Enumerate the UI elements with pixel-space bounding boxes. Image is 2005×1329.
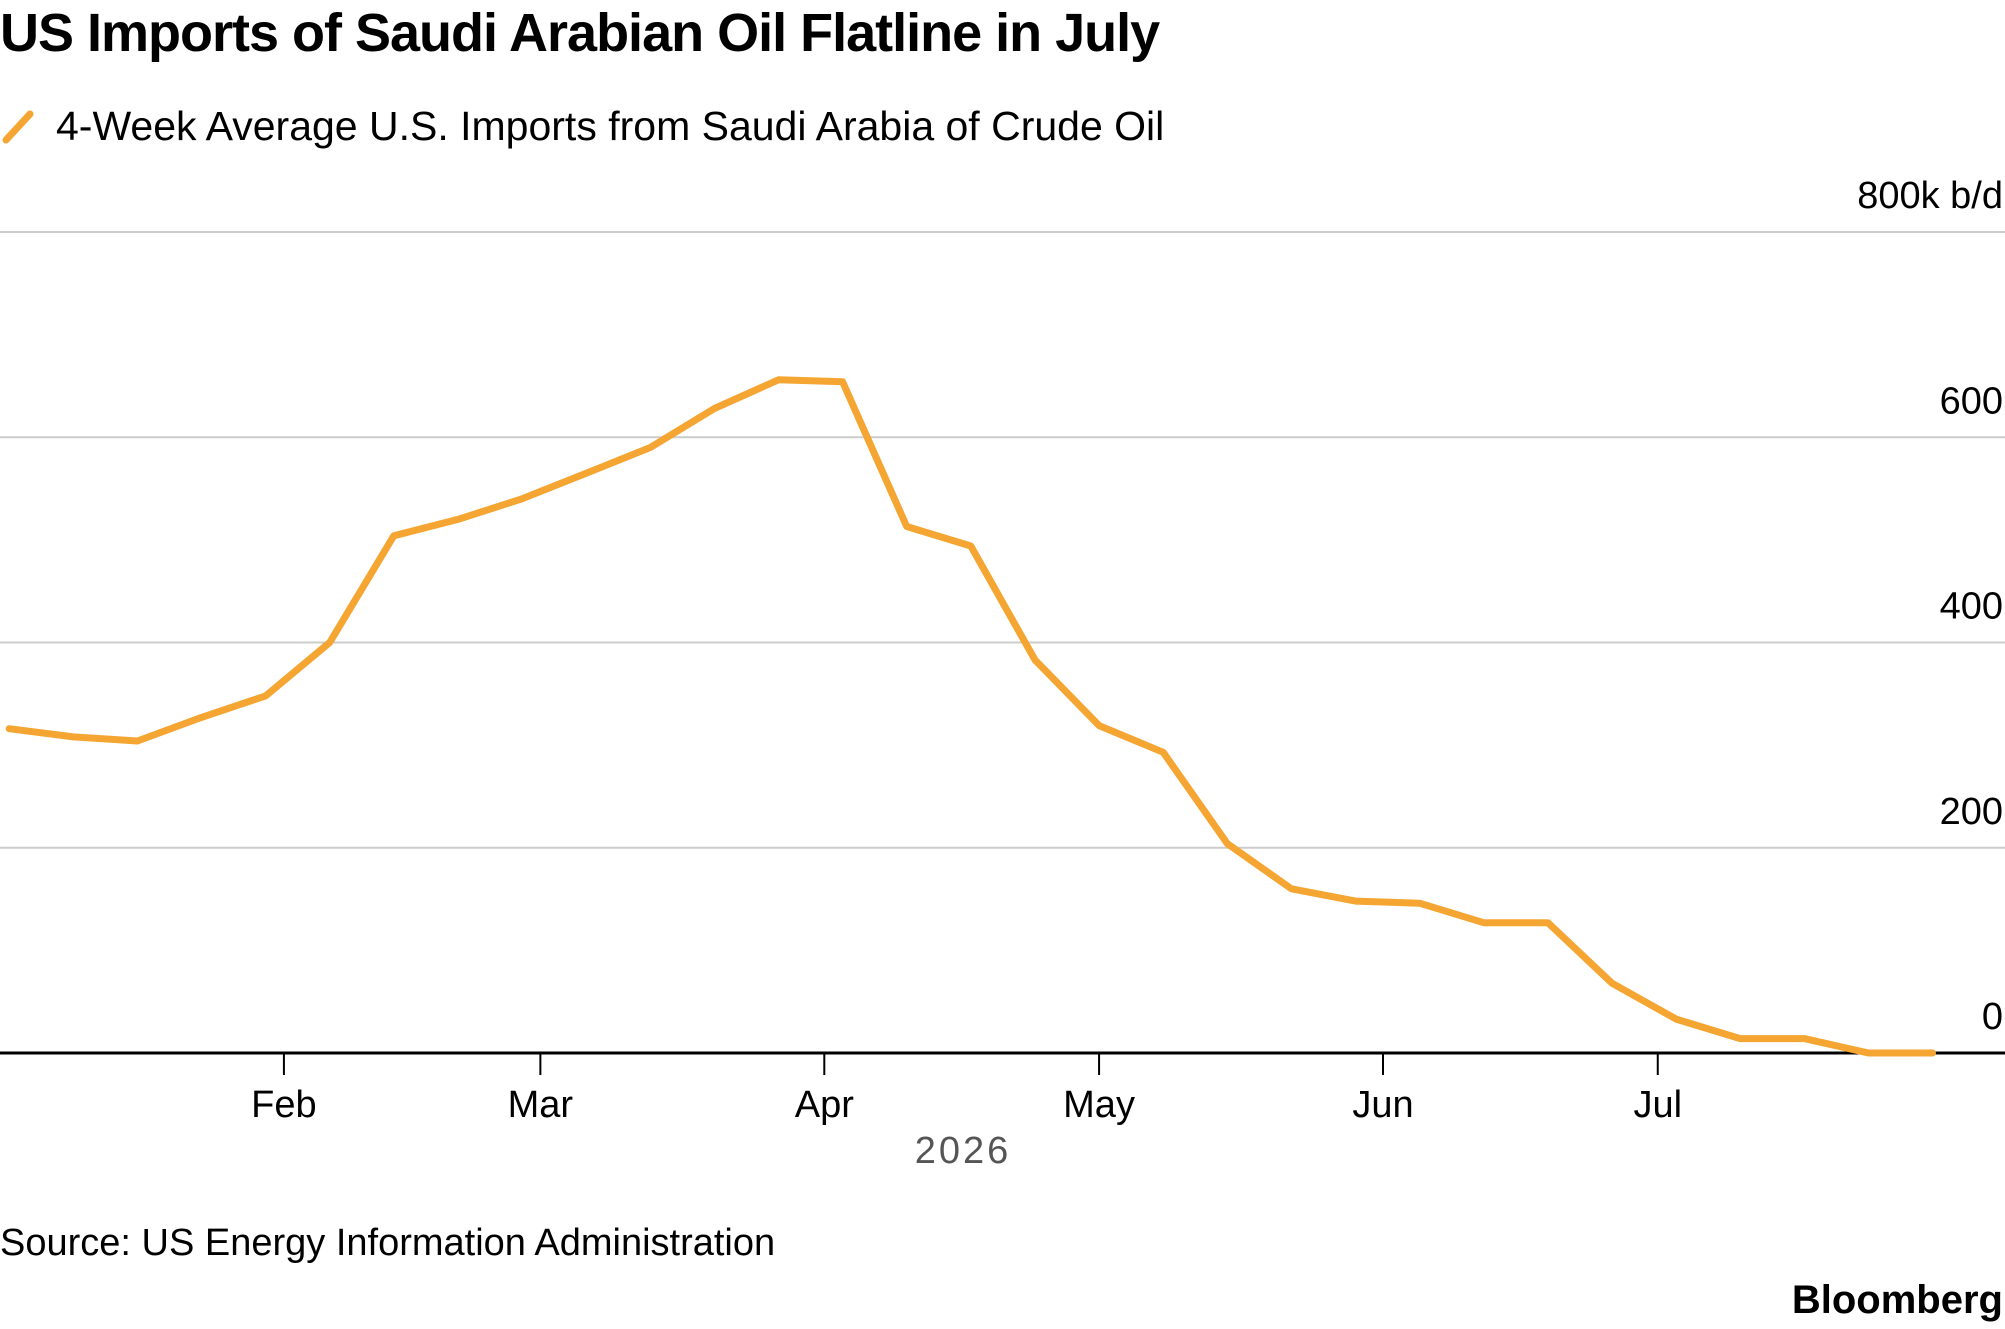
legend-label: 4-Week Average U.S. Imports from Saudi A…	[56, 102, 1165, 149]
x-tick-label: May	[1063, 1084, 1135, 1126]
x-tick-label: Mar	[508, 1084, 574, 1126]
x-axis-year-label: 2026	[915, 1130, 1012, 1172]
y-tick-label: 600	[1940, 380, 2003, 422]
source-note: Source: US Energy Information Administra…	[0, 1222, 776, 1264]
legend-swatch-icon	[2, 110, 34, 144]
series-line	[5, 376, 1936, 1057]
y-tick-label: 200	[1940, 791, 2003, 833]
y-tick-label: 400	[1940, 586, 2003, 628]
y-tick-label: 800k b/d	[1857, 175, 2003, 217]
legend: 4-Week Average U.S. Imports from Saudi A…	[0, 96, 1164, 156]
x-tick-label: Jul	[1633, 1084, 1682, 1126]
x-tick-label: Apr	[795, 1084, 854, 1126]
grid-lines	[0, 231, 2005, 849]
chart-title: US Imports of Saudi Arabian Oil Flatline…	[0, 3, 1160, 63]
x-axis: Feb Mar Apr May Jun Jul	[0, 1051, 2005, 1126]
x-tick-label: Feb	[251, 1084, 316, 1126]
brand-logo: Bloomberg	[1791, 1278, 2003, 1322]
y-axis-labels: 0 200 400 600 800k b/d	[1857, 175, 2003, 1038]
series	[5, 376, 1936, 1057]
y-tick-label: 0	[1982, 996, 2003, 1038]
x-tick-label: Jun	[1352, 1084, 1413, 1126]
